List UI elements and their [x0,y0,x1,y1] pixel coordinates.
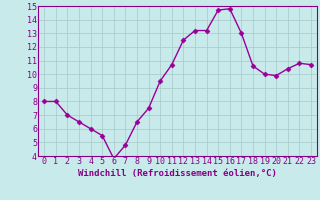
X-axis label: Windchill (Refroidissement éolien,°C): Windchill (Refroidissement éolien,°C) [78,169,277,178]
